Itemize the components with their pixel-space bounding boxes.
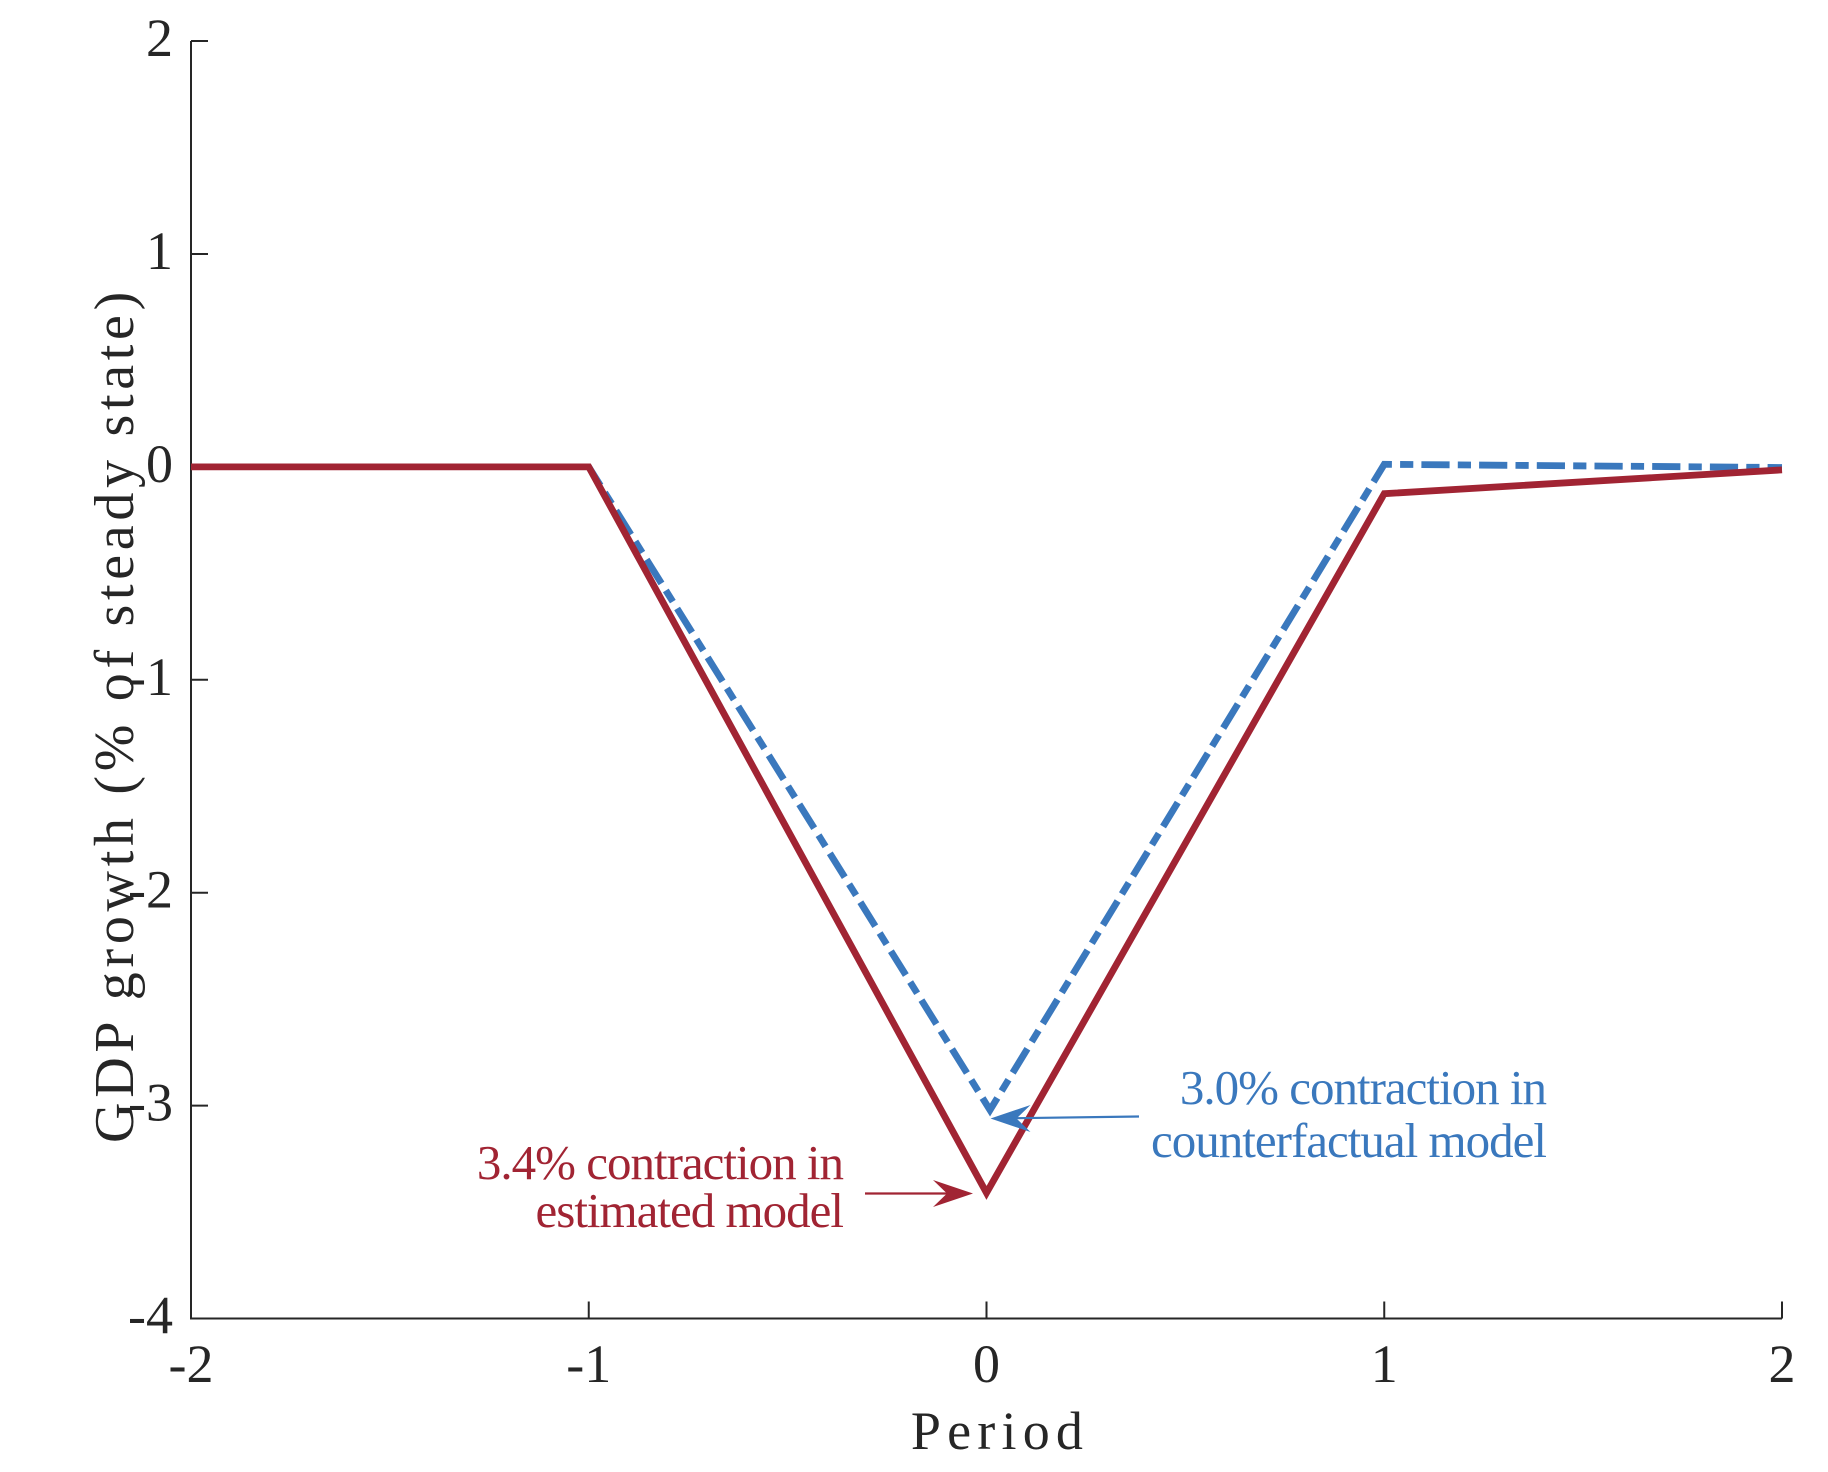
svg-text:-2: -2 bbox=[128, 860, 173, 920]
svg-text:1: 1 bbox=[1371, 1334, 1398, 1394]
svg-text:3.0% contraction in: 3.0% contraction in bbox=[1180, 1060, 1547, 1115]
svg-text:1: 1 bbox=[146, 221, 173, 281]
svg-text:0: 0 bbox=[973, 1334, 1000, 1394]
svg-text:counterfactual model: counterfactual model bbox=[1151, 1113, 1546, 1168]
svg-text:0: 0 bbox=[146, 434, 173, 494]
svg-text:GDP growth (% of steady state): GDP growth (% of steady state) bbox=[84, 287, 146, 1143]
svg-text:2: 2 bbox=[1769, 1334, 1796, 1394]
svg-text:-1: -1 bbox=[128, 647, 173, 707]
svg-text:-3: -3 bbox=[128, 1073, 173, 1133]
svg-text:2: 2 bbox=[146, 8, 173, 68]
svg-text:estimated model: estimated model bbox=[536, 1183, 844, 1238]
svg-text:-2: -2 bbox=[169, 1334, 214, 1394]
svg-text:-1: -1 bbox=[566, 1334, 611, 1394]
svg-text:Period: Period bbox=[911, 1401, 1089, 1461]
svg-text:3.4% contraction in: 3.4% contraction in bbox=[477, 1135, 844, 1190]
svg-text:-4: -4 bbox=[128, 1286, 173, 1346]
